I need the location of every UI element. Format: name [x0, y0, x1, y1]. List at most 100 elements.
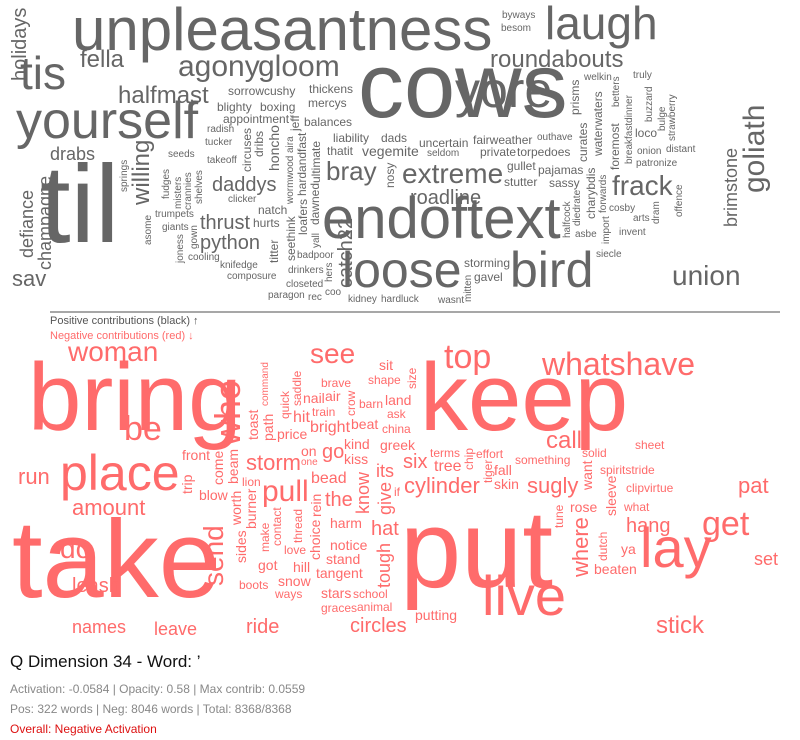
cloud-word: vegemite	[362, 143, 419, 159]
cloud-word: give	[375, 481, 395, 515]
cloud-word: seldom	[427, 148, 460, 159]
cloud-word: if	[394, 485, 400, 499]
cloud-word: holidays	[9, 7, 31, 81]
cloud-word: springs	[119, 159, 130, 192]
cloud-word: command	[260, 362, 271, 406]
cloud-word: leash	[72, 575, 120, 597]
cloud-word: train	[312, 405, 336, 419]
cloud-word: rein	[308, 493, 324, 517]
cloud-word: dawned	[308, 182, 322, 225]
cloud-word: prisms	[568, 79, 582, 115]
cloud-word: yore	[455, 62, 553, 118]
cloud-word: besom	[501, 23, 532, 34]
cloud-word: strawberry	[667, 94, 678, 141]
cloud-word: cooling	[188, 252, 220, 263]
cloud-word: charybdis	[584, 167, 598, 219]
cloud-word: burner	[243, 488, 259, 529]
cloud-word: aira	[285, 136, 296, 153]
cloud-word: effort	[476, 447, 504, 461]
cloud-word: mitten	[463, 274, 474, 302]
cloud-word: hang	[626, 515, 671, 537]
cloud-word: champagne	[35, 175, 55, 270]
cloud-word: byways	[502, 10, 536, 21]
cloud-word: bird	[510, 242, 594, 298]
cloud-word: liability	[333, 131, 370, 145]
cloud-word: tune	[552, 504, 566, 528]
negative-word-cloud: take put bring keep live lay place whatshave who…	[0, 340, 800, 640]
cloud-word: asbe	[575, 229, 597, 240]
cloud-word: stick	[656, 612, 704, 639]
activation-stats: Activation: -0.0584 | Opacity: 0.58 | Ma…	[10, 682, 306, 696]
cloud-word: hit	[293, 409, 310, 426]
cloud-word: come	[210, 450, 226, 485]
cloud-word: hers	[324, 262, 335, 282]
cloud-word: storm	[246, 450, 301, 475]
cloud-word: knifedge	[220, 260, 258, 271]
cloud-word: loose	[342, 242, 462, 298]
cloud-word: clicker	[228, 194, 257, 205]
cloud-word: kidney	[348, 294, 377, 305]
cloud-word: betters	[611, 76, 622, 107]
cloud-word: fall	[494, 462, 512, 478]
cloud-word: takeoff	[207, 155, 237, 166]
cloud-word: keep	[420, 344, 629, 451]
cloud-word: ultimate	[309, 140, 323, 183]
cloud-word: got	[258, 557, 278, 573]
cloud-word: boxing	[260, 100, 296, 114]
cloud-word: fairweather	[473, 133, 533, 147]
cloud-word: sides	[233, 530, 249, 563]
cloud-word: circuses	[240, 127, 254, 172]
cloud-word: halfcock	[562, 201, 573, 238]
cloud-word: ways	[275, 587, 303, 601]
cloud-word: choice	[307, 519, 323, 560]
cloud-word: thickens	[309, 82, 354, 96]
cloud-word: take	[12, 498, 220, 621]
cloud-word: on	[301, 443, 317, 459]
cloud-word: make	[258, 522, 272, 552]
cloud-word: gown	[189, 225, 200, 249]
cloud-word: bead	[311, 470, 347, 487]
cloud-word: want	[579, 460, 595, 490]
cloud-word: buzzard	[644, 86, 655, 122]
cloud-word: brimstone	[721, 147, 741, 227]
cloud-word: its	[376, 461, 394, 481]
cloud-word: wormwood	[285, 155, 296, 204]
cloud-word: leave	[154, 619, 198, 639]
cloud-word: beat	[351, 416, 379, 432]
cloud-word: breakfastdinner	[624, 95, 635, 164]
cloud-word: woman	[68, 340, 159, 367]
cloud-word: stutter	[504, 175, 538, 189]
cloud-word: lay	[640, 516, 712, 579]
cloud-word: school	[353, 587, 388, 601]
cloud-word: land	[385, 392, 412, 408]
cloud-word: truly	[633, 70, 652, 81]
cloud-word: loafers	[296, 198, 310, 235]
cloud-word: crow	[344, 390, 358, 416]
cloud-word: rec	[308, 292, 322, 303]
cloud-word: place	[60, 445, 180, 501]
cloud-word: greek	[380, 437, 416, 453]
info-panel: Q Dimension 34 - Word: ’ Activation: -0.…	[10, 652, 305, 736]
cloud-word: chip	[462, 447, 476, 470]
cloud-word: send	[198, 525, 229, 586]
cloud-word: stand	[326, 551, 361, 567]
cloud-word: foremost	[608, 123, 622, 170]
cloud-word: contact	[270, 507, 284, 546]
cloud-word: rose	[570, 499, 598, 515]
cloud-word: get	[702, 505, 750, 543]
cloud-word: bring	[28, 344, 242, 451]
cloud-word: something	[515, 453, 571, 467]
cloud-word: sleeve	[603, 475, 619, 516]
cloud-word: notice	[330, 537, 368, 553]
cloud-word: clipvirtue	[626, 481, 674, 495]
cloud-word: barn	[359, 397, 384, 411]
cloud-word: union	[672, 260, 741, 291]
cloud-word: catch22	[335, 217, 357, 288]
cloud-word: radish	[207, 124, 235, 135]
cloud-word: the	[325, 489, 353, 511]
cloud-word: spiritstride	[600, 463, 655, 477]
cloud-word: beam	[225, 448, 241, 484]
cloud-word: tiger	[481, 459, 495, 483]
cloud-word: torpedoes	[517, 145, 571, 159]
cloud-word: top	[444, 340, 492, 376]
